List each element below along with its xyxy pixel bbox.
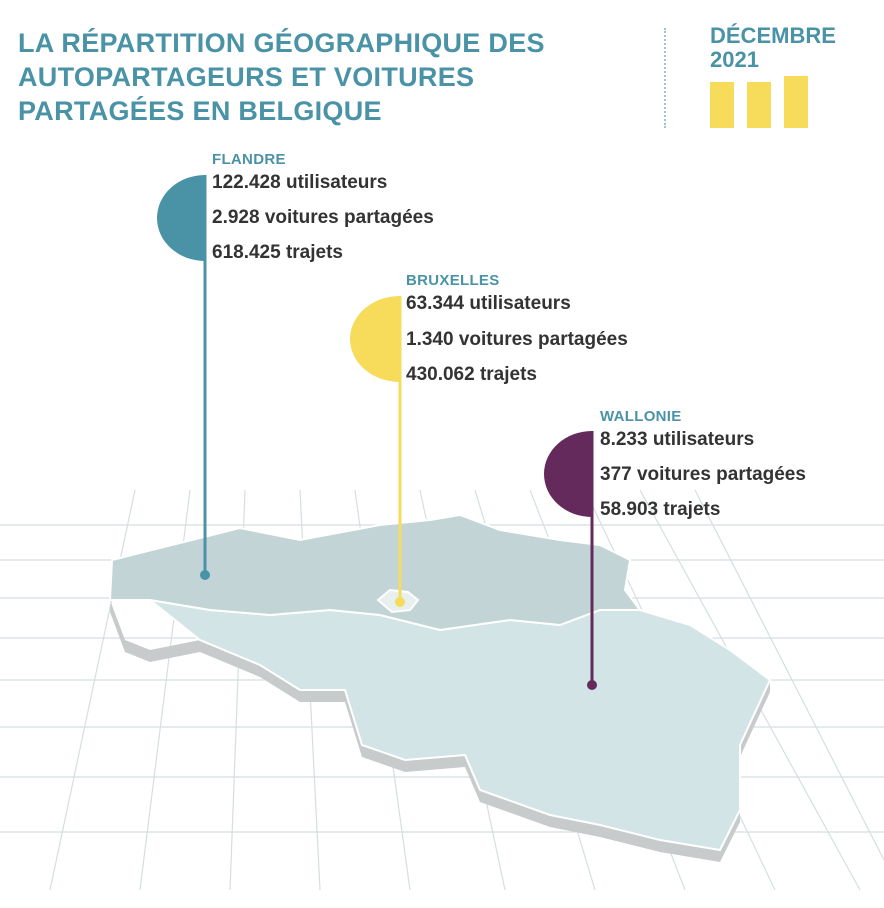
flandre-trips: 618.425 trajets (212, 242, 343, 263)
date-year: 2021 (710, 47, 759, 72)
wallonie-pin (544, 431, 597, 690)
flandre-users: 122.428 utilisateurs (212, 172, 388, 193)
bruxelles-users: 63.344 utilisateurs (406, 293, 571, 314)
flandre-pin (157, 175, 210, 580)
wallonie-cars: 377 voitures partagées (600, 464, 806, 485)
flandre-label: FLANDRE (212, 151, 286, 168)
decorative-bars-icon (710, 76, 810, 128)
flandre-region (108, 513, 642, 632)
dotted-divider (664, 28, 666, 128)
page-title: LA RÉPARTITION GÉOGRAPHIQUE DES AUTOPART… (18, 28, 545, 126)
bruxelles-pin (350, 296, 405, 607)
wallonie-trips: 58.903 trajets (600, 499, 721, 520)
bruxelles-label: BRUXELLES (406, 272, 500, 289)
date-block: DÉCEMBRE 2021 (710, 24, 836, 72)
date-month: DÉCEMBRE (710, 23, 836, 48)
bruxelles-cars: 1.340 voitures partagées (406, 329, 628, 350)
wallonie-users: 8.233 utilisateurs (600, 429, 755, 450)
flandre-cars: 2.928 voitures partagées (212, 207, 434, 228)
wallonie-region (146, 598, 772, 852)
wallonie-label: WALLONIE (600, 408, 682, 425)
bruxelles-trips: 430.062 trajets (406, 364, 537, 385)
